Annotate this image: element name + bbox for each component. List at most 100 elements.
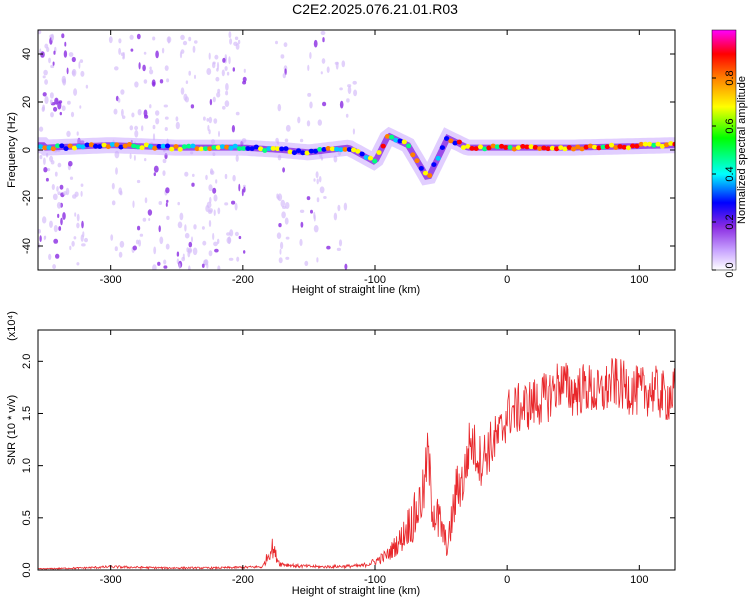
noise-speckle xyxy=(47,168,51,172)
noise-speckle xyxy=(72,194,77,199)
noise-speckle xyxy=(320,30,326,36)
noise-speckle xyxy=(159,79,164,84)
noise-speckle xyxy=(276,232,282,239)
noise-speckle xyxy=(210,170,215,176)
noise-speckle xyxy=(313,178,316,182)
ridge-cell xyxy=(211,145,217,150)
ridge-cell xyxy=(499,143,505,149)
ridge-cell xyxy=(532,145,539,150)
noise-speckle xyxy=(114,246,118,252)
ridge-cell xyxy=(232,143,238,149)
noise-speckle xyxy=(45,177,49,182)
noise-speckle xyxy=(322,37,325,43)
x-tick-label: -100 xyxy=(364,274,386,286)
ridge-cell xyxy=(503,145,509,150)
noise-speckle xyxy=(188,265,191,270)
ridge-cell xyxy=(600,144,606,150)
ridge-cell xyxy=(135,144,141,150)
ridge-cell xyxy=(642,141,649,147)
colorbar-tick-label: 0.8 xyxy=(724,70,736,85)
noise-speckle xyxy=(184,171,189,177)
noise-speckle xyxy=(54,97,59,105)
noise-speckle xyxy=(217,265,221,270)
noise-speckle xyxy=(165,187,170,194)
ridge-cell xyxy=(486,145,492,151)
noise-speckle xyxy=(309,101,313,109)
noise-speckle xyxy=(243,250,246,254)
ridge-cell xyxy=(376,150,382,155)
ridge-cell xyxy=(672,141,675,147)
ridge-cell xyxy=(406,143,412,149)
ridge-cell xyxy=(545,146,551,152)
noise-speckle xyxy=(39,235,42,243)
ridge-cell xyxy=(482,146,488,152)
ridge-cell xyxy=(329,146,335,152)
noise-speckle xyxy=(201,263,205,268)
ridge-cell xyxy=(186,143,192,149)
noise-speckle xyxy=(78,61,81,69)
noise-speckle xyxy=(280,199,286,208)
noise-speckle xyxy=(284,217,289,225)
noise-speckle xyxy=(53,238,59,244)
noise-speckle xyxy=(203,259,208,266)
noise-speckle xyxy=(64,41,67,47)
noise-speckle xyxy=(310,209,313,214)
ridge-cell xyxy=(668,141,674,146)
ridge-cell xyxy=(422,170,429,176)
ridge-cell xyxy=(253,144,259,150)
ridge-cell xyxy=(625,145,632,151)
noise-speckle xyxy=(235,111,240,116)
noise-speckle xyxy=(213,118,218,124)
ridge-cell xyxy=(562,146,568,152)
ridge-cell xyxy=(156,144,162,149)
noise-speckle xyxy=(309,52,312,59)
noise-speckle xyxy=(206,118,209,122)
ridge-cell xyxy=(507,145,513,150)
ridge-cell xyxy=(418,166,424,171)
ridge-cell xyxy=(143,142,149,148)
noise-speckle xyxy=(345,113,349,118)
ridge-cell xyxy=(570,146,577,152)
noise-speckle xyxy=(213,241,218,247)
noise-speckle xyxy=(135,239,140,245)
noise-speckle xyxy=(319,186,325,194)
noise-speckle xyxy=(208,220,212,227)
ridge-cell xyxy=(63,146,69,152)
ridge-cell xyxy=(380,143,386,149)
noise-speckle xyxy=(69,176,74,180)
ridge-cell xyxy=(575,144,581,150)
noise-speckle xyxy=(278,223,282,228)
noise-speckle xyxy=(208,129,211,135)
ridge-cell xyxy=(465,144,471,149)
x-tick-label: -300 xyxy=(100,574,122,586)
noise-speckle xyxy=(155,110,160,116)
ridge-cell xyxy=(126,142,133,147)
noise-speckle xyxy=(317,119,322,126)
noise-speckle xyxy=(187,250,191,258)
ridge-cell xyxy=(84,142,90,148)
noise-speckle xyxy=(51,184,55,190)
ridge-cell xyxy=(59,143,65,149)
noise-speckle xyxy=(133,154,136,161)
ridge-cell xyxy=(203,146,209,152)
noise-speckle xyxy=(131,112,135,118)
noise-speckle xyxy=(144,197,148,204)
noise-speckle xyxy=(129,153,132,160)
noise-speckle xyxy=(176,251,180,257)
noise-speckle xyxy=(113,108,118,115)
noise-speckle xyxy=(44,96,49,104)
ridge-cell xyxy=(435,155,441,161)
noise-speckle xyxy=(59,184,64,190)
ridge-cell xyxy=(325,146,331,151)
ridge-cell xyxy=(177,146,183,152)
noise-speckle xyxy=(188,70,191,76)
noise-speckle xyxy=(56,186,59,192)
noise-speckle xyxy=(52,264,56,270)
colorbar-tick-label: 0.0 xyxy=(724,262,736,277)
noise-speckle xyxy=(323,196,327,199)
y-tick-label: 1.0 xyxy=(21,458,33,473)
noise-speckle xyxy=(202,240,207,246)
noise-speckle xyxy=(53,50,56,55)
noise-speckle xyxy=(80,70,85,77)
